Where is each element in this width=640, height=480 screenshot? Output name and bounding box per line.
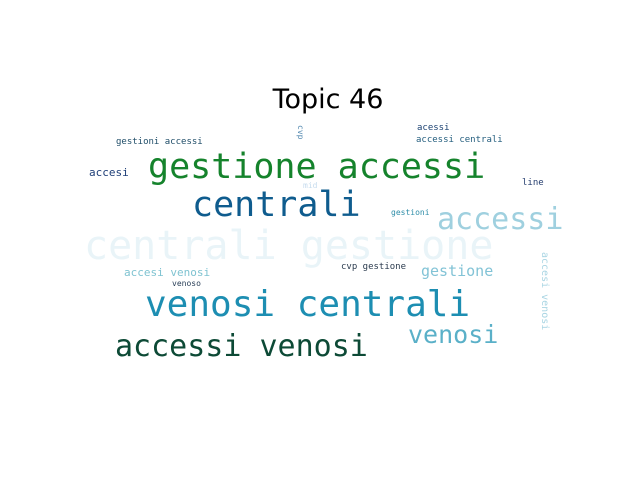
word-centrali: centrali <box>192 185 361 225</box>
word-centrali-gestione: centrali gestione <box>84 223 494 269</box>
word-accesi-venosi-vertical: accesi venosi <box>539 252 550 331</box>
word-accesi: accesi <box>89 166 129 179</box>
word-cvp-vertical: cvp <box>296 125 305 140</box>
word-line: line <box>522 178 544 188</box>
word-gestione-accessi: gestione accessi <box>148 147 486 187</box>
word-mid: mid <box>303 181 318 190</box>
word-accessi-centrali: accessi centrali <box>416 135 503 145</box>
word-accesi-venosi: accesi venosi <box>124 266 211 279</box>
word-accessi: accessi <box>437 202 564 237</box>
word-venosi: venosi <box>408 320 499 349</box>
word-gestione: gestione <box>421 262 494 280</box>
word-acessi: acessi <box>417 123 450 133</box>
figure-title: Topic 46 <box>272 84 384 115</box>
word-accessi-venosi: accessi venosi <box>115 329 368 364</box>
word-gestioni: gestioni <box>391 208 430 217</box>
word-gestioni-accessi: gestioni accessi <box>116 137 203 147</box>
word-cvp-gestione: cvp gestione <box>341 262 407 272</box>
word-venoso: venoso <box>172 279 201 288</box>
word-venosi-centrali: venosi centrali <box>145 284 471 325</box>
